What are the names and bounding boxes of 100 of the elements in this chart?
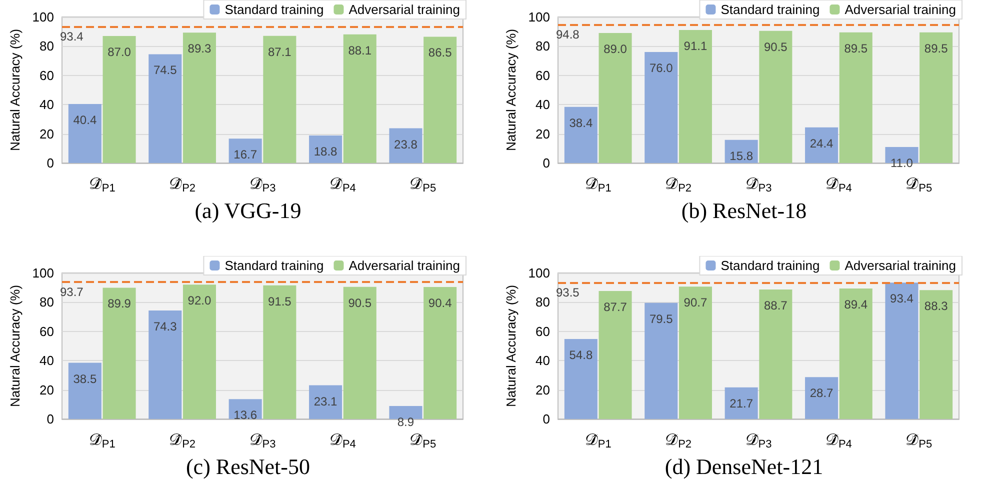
bar (102, 36, 136, 163)
text: 87.0 (108, 44, 131, 59)
y-tick-label: 80 (40, 294, 54, 310)
bar (182, 32, 216, 163)
ref-line-label: 93.4 (60, 30, 84, 44)
text: 16.7 (234, 148, 258, 162)
text: 88.3 (924, 299, 948, 314)
text: 38.4 (569, 116, 593, 130)
bar (309, 136, 342, 163)
text: (c) ResNet-50 (184, 454, 311, 480)
bar (68, 362, 102, 419)
y-tick-label: 100 (32, 266, 54, 280)
text: 89.9 (108, 296, 131, 311)
y-axis-title: Natural Accuracy (%) (503, 28, 518, 152)
bar (424, 287, 457, 419)
text: 13.6 (234, 408, 258, 422)
bar (839, 32, 872, 163)
legend-label: Adversarial training (348, 2, 460, 17)
y-tick-label: 40 (536, 97, 550, 112)
text: 40.4 (73, 113, 97, 128)
y-tick-label: 40 (40, 353, 54, 368)
bar (920, 290, 953, 419)
y-tick-label: 60 (536, 68, 550, 83)
y-axis-title: Natural Accuracy (%) (7, 28, 22, 152)
text: 89.5 (844, 41, 868, 56)
text: 90.5 (764, 40, 788, 54)
text: 89.0 (604, 42, 627, 56)
text: 18.8 (314, 144, 338, 159)
text: 24.4 (810, 136, 834, 150)
text: 74.3 (153, 320, 177, 334)
y-tick-label: 80 (536, 294, 550, 310)
bar (805, 377, 838, 419)
text: 28.7 (810, 386, 834, 400)
legend-label: Standard training (720, 258, 820, 273)
bar (182, 284, 216, 419)
bar (343, 286, 376, 419)
bar (148, 54, 182, 163)
bar (309, 385, 342, 419)
text: 89.3 (188, 42, 212, 56)
y-tick-label: 20 (536, 382, 550, 398)
bar (839, 288, 872, 419)
y-tick-label: 60 (536, 324, 550, 339)
bar (724, 387, 758, 419)
y-tick-label: 100 (528, 266, 550, 280)
y-tick-label: 0 (542, 412, 550, 426)
y-tick-label: 20 (40, 126, 54, 142)
text: 92.0 (188, 294, 212, 308)
text: 74.5 (153, 63, 177, 78)
bar (885, 282, 918, 419)
bar (598, 33, 632, 163)
y-tick-label: 0 (46, 156, 54, 170)
text: 90.5 (348, 296, 372, 310)
bar (389, 406, 422, 419)
text: 15.8 (730, 148, 754, 163)
y-axis-title: Natural Accuracy (%) (7, 284, 22, 408)
text: 93.4 (890, 292, 914, 306)
text: 90.7 (684, 296, 708, 310)
text: 76.0 (649, 61, 673, 76)
text: (d) DenseNet-121 (664, 454, 824, 480)
bar (389, 128, 422, 163)
ref-line-label: 94.8 (556, 28, 580, 42)
text: 89.4 (844, 297, 868, 312)
legend-label: Adversarial training (844, 2, 956, 17)
text: 11.0 (890, 156, 913, 170)
text: 88.7 (764, 298, 788, 312)
text: 88.1 (348, 43, 372, 58)
bar (920, 32, 953, 163)
text: (a) VGG-19 (194, 198, 302, 224)
bar (644, 52, 678, 163)
y-tick-label: 100 (32, 10, 54, 24)
text: 54.8 (569, 348, 593, 362)
bar (424, 36, 457, 163)
text: 91.5 (268, 294, 292, 308)
text: 23.1 (314, 394, 338, 408)
bar (598, 290, 632, 419)
bar (644, 302, 678, 419)
bar (263, 36, 296, 163)
y-tick-label: 80 (536, 38, 550, 54)
y-tick-label: 20 (40, 382, 54, 398)
bar (564, 106, 598, 163)
legend-label: Adversarial training (844, 258, 956, 273)
text: 89.5 (924, 41, 948, 56)
legend-label: Standard training (720, 2, 820, 17)
bar (759, 30, 792, 163)
legend-label: Adversarial training (348, 258, 460, 273)
text: 21.7 (730, 396, 754, 410)
bar (805, 127, 838, 163)
bar (68, 104, 102, 163)
text: 38.5 (73, 372, 97, 386)
legend-label: Standard training (224, 258, 324, 273)
ref-line-label: 93.5 (556, 285, 580, 300)
bar (678, 30, 712, 163)
text: (b) ResNet-18 (680, 198, 808, 224)
y-tick-label: 80 (40, 38, 54, 54)
bar (228, 138, 262, 163)
y-tick-label: 20 (536, 126, 550, 142)
y-tick-label: 40 (536, 353, 550, 368)
text: 91.1 (684, 38, 708, 53)
bar (678, 286, 712, 419)
bar (263, 285, 296, 419)
